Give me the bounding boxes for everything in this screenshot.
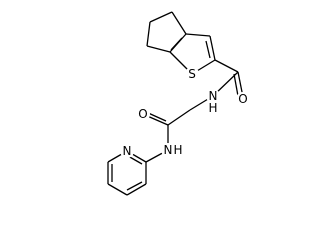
bond	[146, 21, 151, 47]
bonds	[107, 11, 244, 196]
atom-label: O	[238, 92, 247, 106]
bond	[214, 59, 239, 73]
label-bg	[120, 144, 134, 158]
bond	[167, 109, 191, 126]
bond	[205, 40, 211, 59]
bond	[170, 37, 183, 51]
molecule-diagram: S O N H O N H N	[107, 11, 250, 196]
bond	[107, 183, 128, 196]
label-bg	[136, 107, 150, 121]
atom-label: N	[209, 89, 218, 103]
label-bg	[161, 143, 175, 157]
label-bg	[206, 89, 220, 103]
label-bg	[236, 92, 250, 106]
atom-label: O	[138, 107, 147, 121]
bond	[146, 45, 171, 53]
bond	[233, 73, 239, 97]
bond	[171, 11, 187, 35]
atom-label: N	[164, 143, 173, 157]
bond	[185, 33, 211, 37]
bond	[126, 181, 143, 191]
bond	[149, 11, 173, 23]
bond	[126, 183, 147, 196]
bond	[127, 155, 143, 165]
atom-label: H	[173, 143, 182, 157]
atom-label: N	[123, 144, 132, 158]
label-bg	[185, 67, 199, 81]
atom-label: H	[208, 101, 217, 115]
bond	[209, 35, 216, 61]
atom-label: S	[188, 67, 196, 81]
atom-labels: S O N H O N H N	[120, 67, 250, 158]
